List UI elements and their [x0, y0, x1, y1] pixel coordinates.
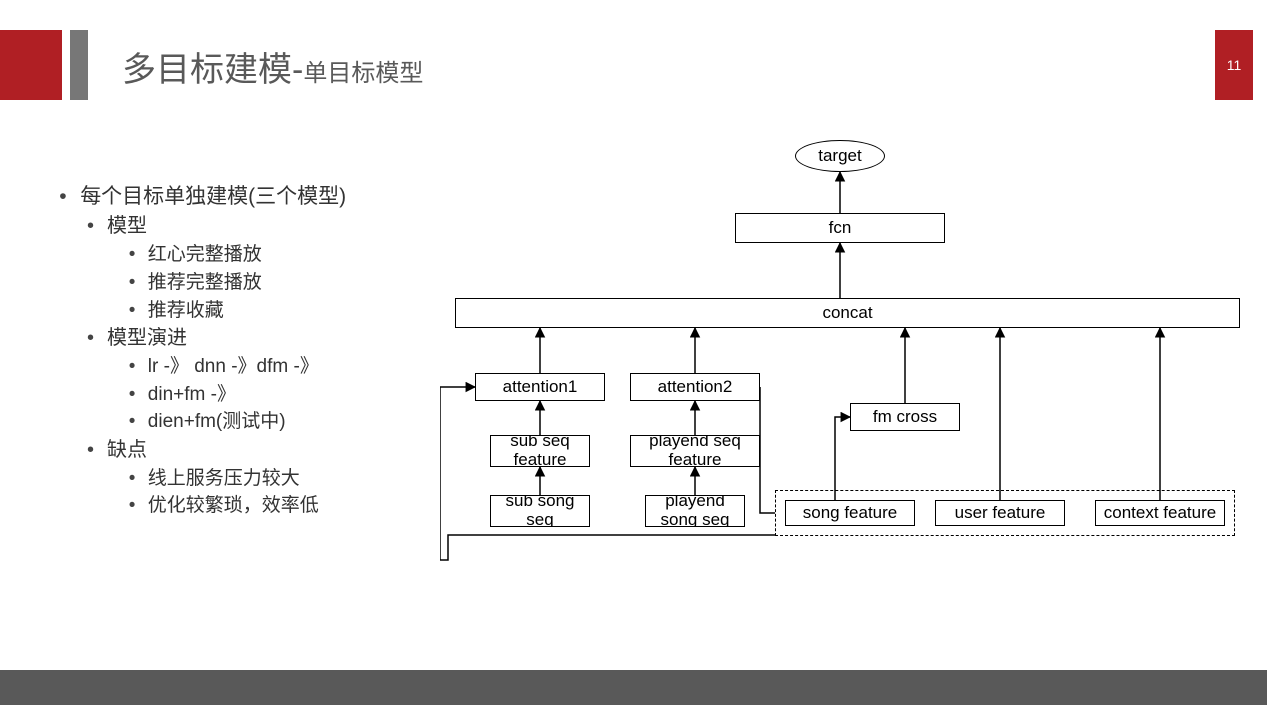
node-att2: attention2: [630, 373, 760, 401]
bottom-bar: [0, 670, 1267, 705]
node-ctxf: context feature: [1095, 500, 1225, 526]
node-subseqf: sub seq feature: [490, 435, 590, 467]
node-subsong: sub song seq: [490, 495, 590, 527]
bullet-lvl3-cont: dien+fm(测试中): [125, 408, 435, 436]
page-number-badge: 11: [1215, 30, 1253, 100]
bullet-lvl1: 每个目标单独建模(三个模型): [55, 182, 435, 212]
node-userf: user feature: [935, 500, 1065, 526]
bullet-lvl3: 推荐收藏: [125, 297, 435, 325]
bullet-list: 每个目标单独建模(三个模型) 模型 红心完整播放 推荐完整播放 推荐收藏 模型演…: [55, 182, 435, 520]
page-number: 11: [1227, 57, 1242, 73]
architecture-diagram: target fcn concat attention1 attention2 fm cr…: [440, 135, 1240, 575]
title-main-text: 多目标建模-: [122, 51, 303, 89]
bullet-lvl3: lr -》 dnn -》dfm -》: [125, 353, 435, 381]
node-target: target: [795, 140, 885, 172]
title-sub-text: 单目标模型: [303, 60, 423, 87]
bullet-lvl2: 模型演进: [83, 324, 435, 353]
node-concat: concat: [455, 298, 1240, 328]
bullet-lvl3: 优化较繁琐，效率低: [125, 492, 435, 520]
header-accent-gray: [70, 30, 88, 100]
node-fmcross: fm cross: [850, 403, 960, 431]
bullet-lvl3: 线上服务压力较大: [125, 465, 435, 493]
bullet-lvl3: 红心完整播放: [125, 241, 435, 269]
node-playseqf: playend seq feature: [630, 435, 760, 467]
slide: 11 多目标建模-单目标模型 每个目标单独建模(三个模型) 模型 红心完整播放 …: [0, 0, 1267, 713]
node-att1: attention1: [475, 373, 605, 401]
node-playsong: playend song seq: [645, 495, 745, 527]
bullet-lvl2: 模型: [83, 212, 435, 241]
header-accent-red: [0, 30, 62, 100]
bullet-lvl3: 推荐完整播放: [125, 269, 435, 297]
bullet-lvl3-cont: din+fm -》: [125, 381, 435, 409]
node-songf: song feature: [785, 500, 915, 526]
slide-title: 多目标建模-单目标模型: [122, 42, 423, 91]
node-fcn: fcn: [735, 213, 945, 243]
bullet-lvl2: 缺点: [83, 436, 435, 465]
